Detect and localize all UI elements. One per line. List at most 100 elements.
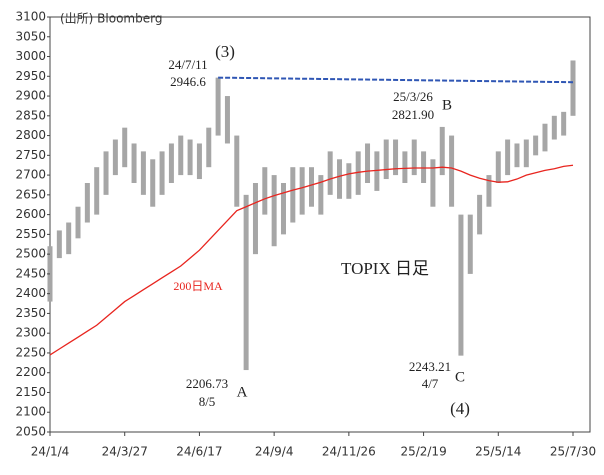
annotation: (4) xyxy=(450,399,470,418)
price-range-bar xyxy=(112,139,118,176)
y-tick-label: 2550 xyxy=(15,227,46,241)
y-tick-label: 2850 xyxy=(15,108,46,122)
price-range-bar xyxy=(94,167,100,215)
price-range-bar xyxy=(309,167,314,207)
price-range-bar xyxy=(75,206,81,239)
price-range-bar xyxy=(374,151,380,191)
y-tick-label: 2800 xyxy=(15,128,46,142)
plot-frame xyxy=(49,16,591,433)
price-range-bar xyxy=(206,127,212,168)
price-range-bar xyxy=(383,139,389,180)
annotation: 25/3/26 xyxy=(393,89,433,104)
price-range-bar xyxy=(439,126,445,176)
price-range-bar xyxy=(187,139,193,176)
annotation: 4/7 xyxy=(422,376,439,391)
price-range-bar xyxy=(346,163,352,199)
y-tick-label: 2700 xyxy=(15,168,46,182)
trend-line xyxy=(218,76,574,84)
price-range-bar xyxy=(243,194,249,371)
annotation: 2821.90 xyxy=(392,107,434,122)
price-range-bar xyxy=(131,143,137,183)
price-range-bar xyxy=(486,175,492,207)
price-range-bar xyxy=(290,167,296,223)
price-range-bar xyxy=(495,151,501,183)
x-tick-label: 24/1/4 xyxy=(31,445,70,459)
annotation: (3) xyxy=(215,42,235,61)
price-range-bar xyxy=(365,143,371,183)
annotation: B xyxy=(442,97,452,113)
price-range-bar xyxy=(570,60,576,116)
price-range-bar xyxy=(280,183,286,235)
annotation: A xyxy=(237,384,248,400)
price-range-bar xyxy=(56,230,62,259)
price-range-bar xyxy=(458,214,464,356)
y-tick-label: 2900 xyxy=(15,89,46,103)
y-tick-label: 2650 xyxy=(15,187,46,201)
price-range-bar xyxy=(224,96,230,144)
y-tick-label: 2950 xyxy=(15,69,46,83)
y-tick-label: 3000 xyxy=(15,49,46,63)
y-tick-label: 2750 xyxy=(15,148,46,162)
price-range-bar xyxy=(402,151,408,183)
source: (出所) Bloomberg xyxy=(60,12,162,26)
x-tick-label: 24/9/4 xyxy=(255,445,294,459)
ma-label: 200日MA xyxy=(173,279,223,293)
price-range-bar xyxy=(168,143,174,183)
price-range-bar xyxy=(542,123,548,152)
y-tick-label: 2150 xyxy=(15,385,46,399)
y-tick-label: 2500 xyxy=(15,247,46,261)
price-range-bar xyxy=(103,151,109,195)
price-range-bar xyxy=(150,159,156,207)
annotation: 24/7/11 xyxy=(168,57,207,72)
annotation: 8/5 xyxy=(199,394,216,409)
y-tick-label: 2200 xyxy=(15,365,46,379)
annotation: C xyxy=(455,369,465,385)
price-range-bar xyxy=(262,167,268,215)
y-tick-label: 2100 xyxy=(15,405,46,419)
y-tick-label: 3100 xyxy=(15,10,46,24)
price-range-bar xyxy=(411,139,417,176)
price-range-bar xyxy=(140,151,146,195)
price-range-bar xyxy=(271,175,277,247)
price-range-bar xyxy=(523,139,529,168)
price-range-bar xyxy=(337,159,343,199)
y-tick-label: 2400 xyxy=(15,286,46,300)
moving-average-line xyxy=(49,164,574,356)
price-range-bar xyxy=(505,139,511,176)
price-range-bar xyxy=(318,175,324,215)
x-tick-label: 25/5/14 xyxy=(475,445,521,459)
price-range-bar xyxy=(327,151,333,195)
y-tick-label: 2050 xyxy=(15,425,46,439)
price-range-bar xyxy=(467,214,473,274)
price-range-bar xyxy=(84,183,90,223)
price-range-bar xyxy=(122,127,128,168)
price-range-bar xyxy=(178,135,184,176)
y-tick-label: 2350 xyxy=(15,306,46,320)
annotation: 2206.73 xyxy=(186,376,228,391)
y-tick-label: 2450 xyxy=(15,266,46,280)
x-tick-label: 24/11/26 xyxy=(322,445,376,459)
y-tick-label: 2250 xyxy=(15,345,46,359)
annotation: TOPIX 日足 xyxy=(341,259,429,278)
x-tick-label: 25/7/30 xyxy=(550,445,596,459)
price-range-bar xyxy=(234,135,240,207)
price-range-bar xyxy=(533,135,539,156)
annotation: 2243.21 xyxy=(409,359,451,374)
price-range-bar xyxy=(430,159,436,207)
x-tick-label: 24/3/27 xyxy=(102,445,148,459)
annotation: 2946.6 xyxy=(170,74,206,89)
price-range-bar xyxy=(514,143,520,168)
price-range-bar xyxy=(393,139,399,176)
y-tick-label: 3050 xyxy=(15,29,46,43)
price-range-bar xyxy=(159,151,165,195)
price-range-bar xyxy=(421,151,427,183)
price-range-bar xyxy=(355,151,361,195)
price-range-bar xyxy=(215,77,221,136)
price-range-bar xyxy=(477,194,483,235)
y-tick-label: 2600 xyxy=(15,207,46,221)
x-tick-label: 25/2/19 xyxy=(400,445,446,459)
price-range-bar xyxy=(66,222,72,255)
price-range-bar xyxy=(561,111,567,136)
price-range-bar xyxy=(196,143,202,180)
